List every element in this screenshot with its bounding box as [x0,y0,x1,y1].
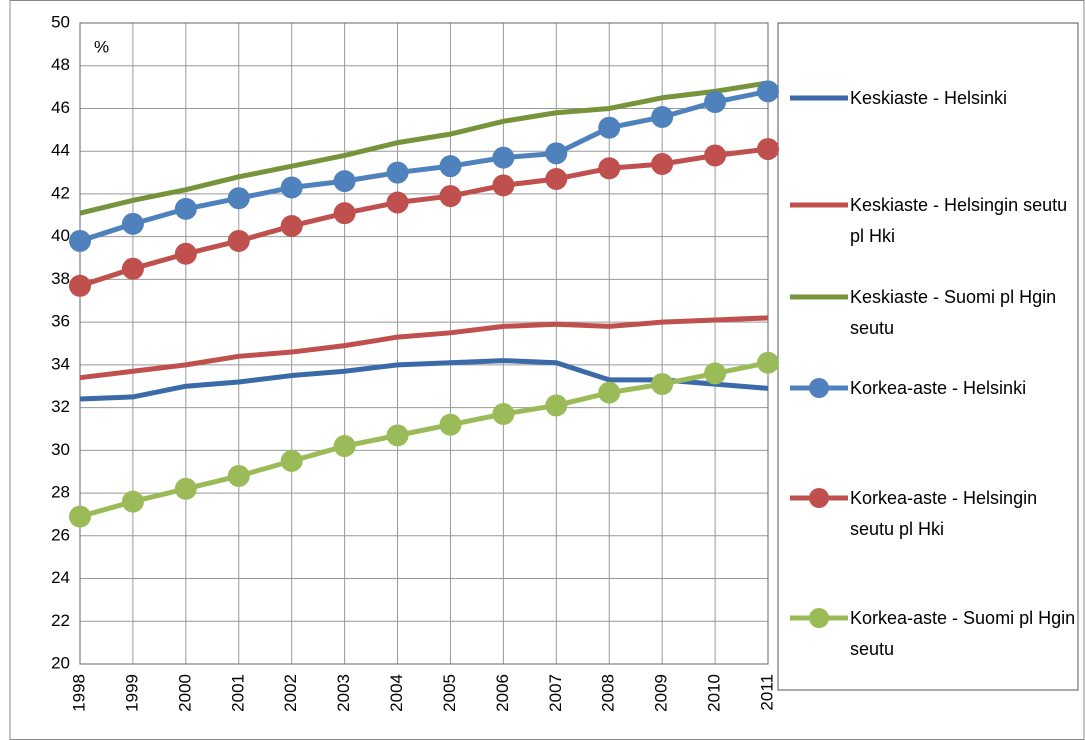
marker [757,351,779,374]
marker [757,80,779,103]
y-tick-label: 28 [51,483,70,502]
y-tick-label: 48 [51,55,70,74]
x-tick-label: 2010 [705,674,724,712]
legend-marker [809,488,829,508]
y-tick-label: 20 [51,653,70,672]
x-tick-label: 2001 [228,674,247,712]
y-tick-label: 26 [51,525,70,544]
x-tick-label: 2004 [387,674,406,712]
marker [439,155,462,178]
legend-label: Keskiaste - Helsinki [850,88,1008,108]
marker [227,187,250,210]
marker [121,257,144,280]
series-line [79,315,769,381]
y-tick-label: 44 [51,141,70,160]
y-tick-label: 24 [51,568,70,587]
marker [492,403,515,426]
x-tick-label: 2005 [440,674,459,712]
marker [280,176,303,199]
marker [333,202,356,225]
x-tick-label: 2009 [652,674,671,712]
marker [227,229,250,252]
x-tick-label: 2011 [757,674,776,711]
x-tick-label: 1998 [69,674,88,712]
marker [545,167,568,190]
plot-border [79,22,769,665]
legend-label: Keskiaste - Helsingin seutu pl Hki [850,195,1068,246]
legend-marker [809,378,829,398]
marker [757,138,779,161]
x-tick-label: 2008 [599,674,618,712]
marker [386,424,409,447]
marker [439,185,462,208]
x-tick-label: 2006 [493,674,512,712]
marker [69,274,91,297]
x-tick-label: 2002 [281,674,300,712]
marker [69,505,91,528]
legend-label: Korkea-aste - Helsingin seutu pl Hki [850,488,1038,539]
marker [280,214,303,237]
marker [651,106,674,129]
marker [439,413,462,436]
x-tick-label: 2003 [334,674,353,712]
marker [704,91,727,114]
marker [651,153,674,176]
y-tick-label: 34 [51,354,70,373]
x-tick-label: 2000 [175,674,194,712]
unit-annotation: % [94,37,109,56]
x-tick-label: 2007 [546,674,565,712]
marker [492,146,515,169]
marker [598,157,621,180]
marker [386,161,409,184]
y-tick-label: 50 [51,12,70,31]
y-tick-label: 46 [51,98,70,117]
marker [598,381,621,404]
y-tick-label: 30 [51,440,70,459]
marker [333,435,356,458]
legend-label: Keskiaste - Suomi pl Hgin seutu [850,287,1057,338]
y-tick-label: 42 [51,183,70,202]
x-tick-label: 1999 [122,674,141,712]
marker [174,242,197,265]
series-line [79,80,769,216]
marker [333,170,356,193]
marker [545,142,568,165]
marker [704,144,727,167]
y-tick-label: 32 [51,397,70,416]
marker [704,362,727,385]
legend-label: Korkea-aste - Suomi pl Hgin seutu [850,608,1076,659]
marker [545,394,568,417]
legend-marker [809,608,829,628]
y-tick-label: 38 [51,269,70,288]
marker [69,229,91,252]
marker [280,450,303,473]
marker [227,464,250,487]
y-tick-label: 22 [51,611,70,630]
y-tick-label: 36 [51,312,70,331]
legend-box [777,22,1079,691]
legend-label: Korkea-aste - Helsinki [850,378,1027,398]
marker [121,490,144,513]
marker [174,477,197,500]
marker [598,116,621,139]
marker [386,191,409,214]
marker [492,174,515,197]
y-tick-label: 40 [51,226,70,245]
marker [121,212,144,235]
marker [651,373,674,396]
marker [174,197,197,220]
